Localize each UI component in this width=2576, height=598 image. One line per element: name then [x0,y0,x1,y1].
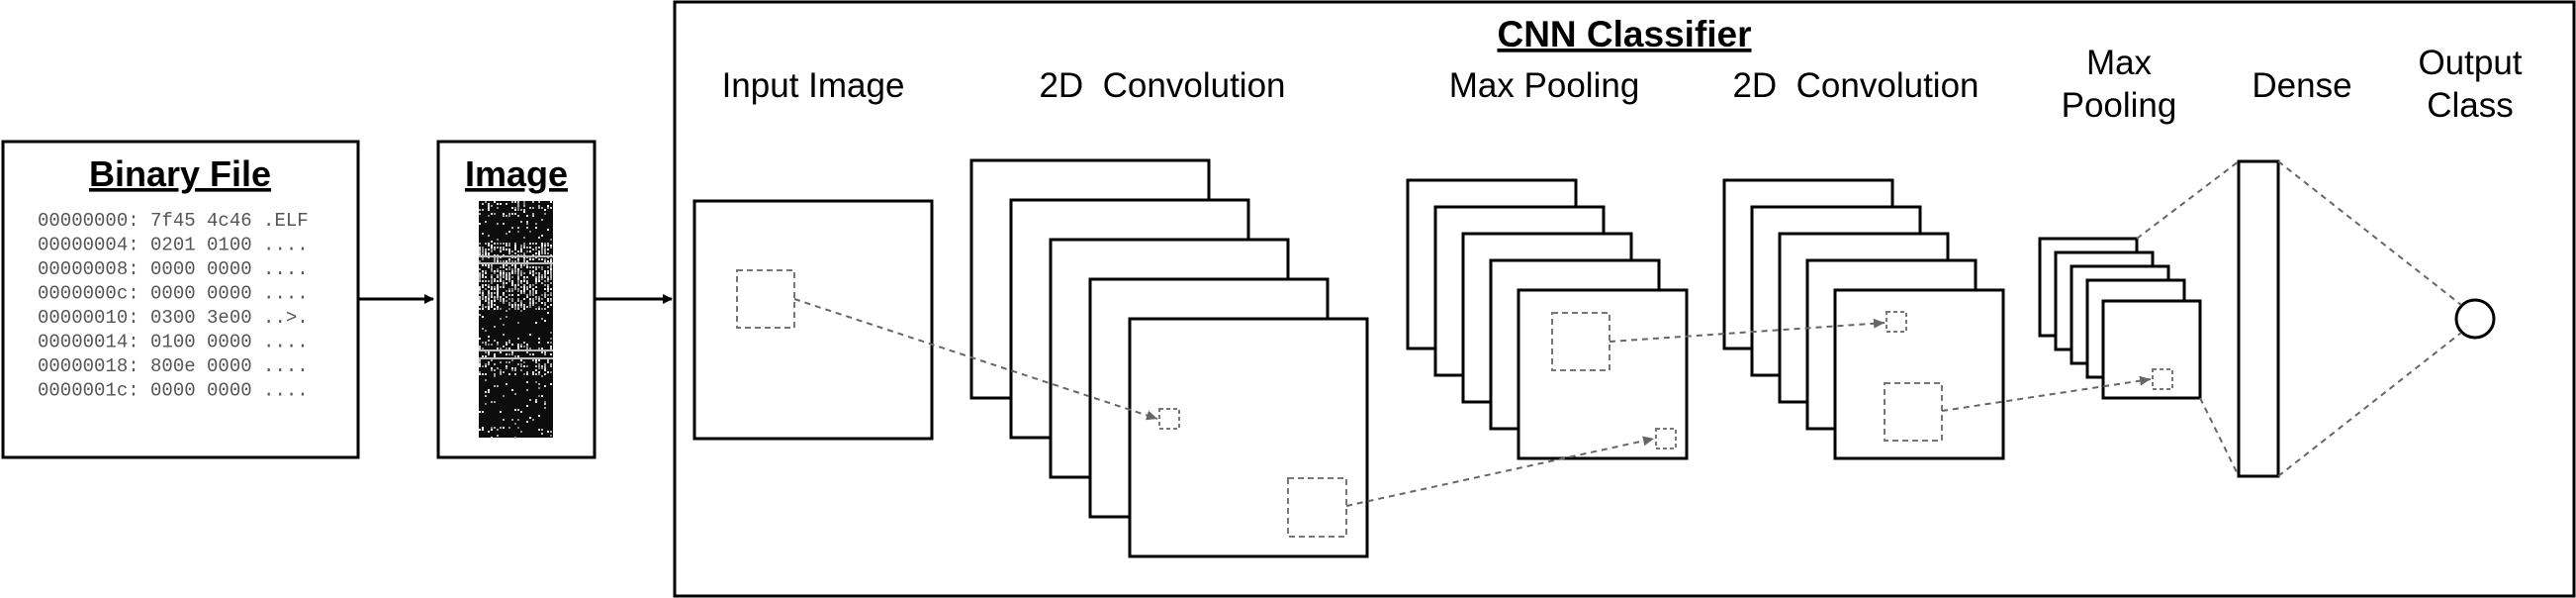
label-output-line1: Output [2418,44,2522,82]
input-image-square [692,199,934,441]
connector-pool1-to-conv2 [1609,318,1886,343]
pool2-feature-maps [2038,237,2202,400]
label-pool2-line1: Max [2086,44,2153,82]
label-conv1: 2D Convolution [1039,66,1285,105]
pool1-output-cell [1655,428,1677,449]
binary-file-box [1,140,360,459]
hex-line: 0000001c: 0000 0000 .... [38,380,309,402]
pool1-receptive-field [1551,312,1610,371]
hex-line: 00000014: 0100 0000 .... [38,332,309,353]
conv2-receptive-field [1884,382,1943,442]
hex-line: 0000000c: 0000 0000 .... [38,283,309,305]
image-noise-pattern [479,201,553,439]
pool2-map-5 [2101,299,2202,400]
dashed-connections [793,160,2462,507]
classifier-title: CNN Classifier [1497,14,1751,54]
pool1-map-5 [1517,288,1689,460]
connector-conv1-to-pool1 [1345,436,1655,507]
pool2-output-cell [2152,368,2173,390]
hex-line: 00000004: 0201 0100 .... [38,235,309,256]
image-panel: Image [436,140,597,459]
pool1-feature-maps [1406,178,1689,460]
cnn-classifier-panel: CNN Classifier Input Image 2D Convolutio… [673,0,2576,598]
connector-input-to-conv1 [793,298,1158,421]
label-input-image: Input Image [722,66,905,105]
connector-pool2-to-dense-bottom [2199,397,2240,477]
conv2-output-cell [1886,311,1907,333]
conv2-map-5 [1833,288,2005,460]
conv1-map-5 [1128,317,1369,558]
dense-layer [2237,159,2280,478]
image-title: Image [465,153,568,194]
conv1-feature-maps [969,158,1369,558]
hex-line: 00000008: 0000 0000 .... [38,258,309,280]
label-pool2-line2: Pooling [2062,86,2177,125]
connector-conv2-to-pool2 [1941,375,2152,412]
output-class-node [2454,298,2496,340]
label-output-line2: Class [2427,86,2514,125]
label-dense: Dense [2252,66,2351,105]
binary-file-title: Binary File [89,153,271,194]
hex-line: 00000018: 800e 0000 .... [38,355,309,377]
hex-line: 00000000: 7f45 4c46 .ELF [38,210,309,232]
label-pool1: Max Pooling [1449,66,1640,105]
label-conv2: 2D Convolution [1732,66,1978,105]
binary-file-panel: Binary File 00000000: 7f45 4c46 .ELF0000… [1,140,360,459]
conv1-output-cell [1158,408,1180,430]
hex-line: 00000010: 0300 3e00 ..>. [38,307,309,329]
input-receptive-field [736,269,795,329]
binary-image-thumbnail [479,201,553,439]
conv2-feature-maps [1722,178,2005,460]
hex-dump: 00000000: 7f45 4c46 .ELF 00000004: 0201 0… [38,210,309,402]
